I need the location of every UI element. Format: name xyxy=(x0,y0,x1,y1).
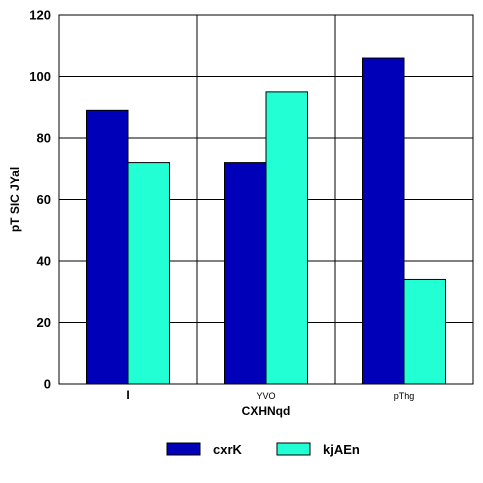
plot-frame xyxy=(58,14,474,385)
bar-cxrK-I xyxy=(86,109,129,385)
y-tick-label: 60 xyxy=(37,192,51,207)
y-tick-label: 100 xyxy=(29,69,51,84)
x-axis-title: CXHNqd xyxy=(242,404,291,418)
y-tick-label: 20 xyxy=(37,315,51,330)
x-axis-ticks: I YVO pThg xyxy=(126,388,414,402)
y-tick-label: 0 xyxy=(44,377,51,392)
bar-kjAEn-pThg xyxy=(403,278,446,385)
legend-label-kjAEn: kjAEn xyxy=(323,442,360,457)
y-axis-ticks: 0 20 40 60 80 100 120 xyxy=(29,8,51,392)
y-tick-label: 40 xyxy=(37,254,51,269)
bar-kjAEn-YVO xyxy=(265,91,308,385)
x-tick-label: YVO xyxy=(256,391,275,401)
y-axis-title: pT SIC JYal xyxy=(8,167,22,232)
legend-swatch-kjAEn xyxy=(276,442,311,456)
legend: cxrK kjAEn xyxy=(166,442,360,457)
legend-swatch-cxrK xyxy=(166,442,201,456)
y-tick-label: 120 xyxy=(29,8,51,23)
x-tick-label: I xyxy=(126,388,129,402)
x-tick-label: pThg xyxy=(394,391,415,401)
bar-cxrK-pThg xyxy=(362,57,405,385)
legend-label-cxrK: cxrK xyxy=(213,442,243,457)
y-tick-label: 80 xyxy=(37,131,51,146)
bar-kjAEn-I xyxy=(127,162,170,385)
bar-cxrK-YVO xyxy=(224,162,267,385)
bars xyxy=(86,57,446,385)
